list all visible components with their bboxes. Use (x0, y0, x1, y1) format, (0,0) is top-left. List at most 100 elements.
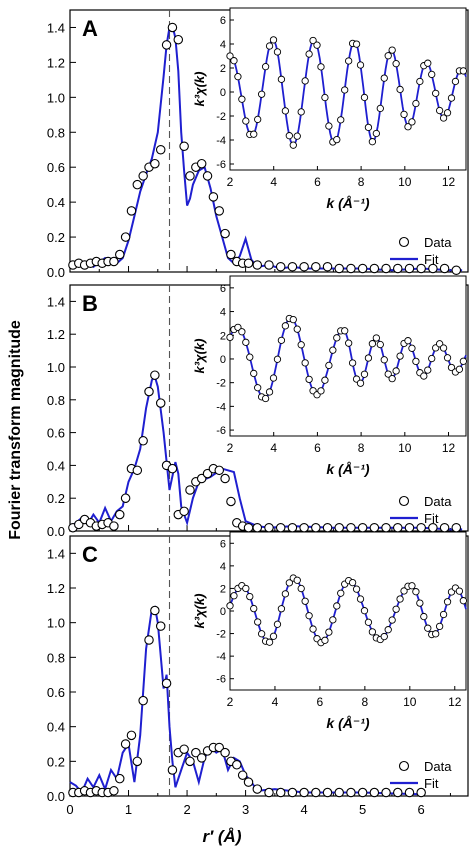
data-point (264, 260, 274, 270)
inset-data-point (246, 592, 254, 601)
data-point (155, 621, 166, 631)
data-point (179, 506, 189, 517)
inset-data-point (388, 46, 396, 54)
inset-data-point (348, 359, 357, 367)
inset-data-point (325, 628, 333, 636)
inset-data-point (325, 361, 333, 370)
data-point (161, 678, 172, 689)
inset-data-point (293, 576, 301, 584)
inset-xtick-label: 6 (314, 175, 321, 189)
data-point (132, 179, 143, 190)
inset-data-point (447, 94, 456, 102)
inset-data-point (345, 57, 353, 65)
inset-ytick-label: 4 (220, 39, 226, 51)
inset-data-point (269, 374, 278, 382)
inset-data-point (443, 354, 452, 362)
inset-xtick-label: 6 (314, 441, 321, 455)
data-point (115, 249, 125, 260)
inset-data-point (337, 589, 345, 597)
inset-data-point (246, 353, 254, 361)
inset-data-point (368, 628, 377, 636)
data-point (334, 263, 344, 274)
inset-data-point (297, 341, 305, 349)
inset-ytick-label: 0 (220, 87, 226, 99)
inset-data-point (408, 582, 416, 590)
inset-data-point (309, 625, 317, 633)
inset-data-point (439, 344, 448, 352)
inset-xlabel: k (Å⁻¹) (326, 461, 370, 477)
data-point (275, 522, 286, 533)
inset-data-point (341, 327, 349, 335)
data-point (311, 262, 321, 272)
inset-data-point (321, 376, 329, 384)
inset-data-point (420, 612, 428, 621)
inset-data-point (439, 610, 448, 619)
ytick-label: 1.4 (47, 294, 65, 309)
data-point (191, 747, 201, 758)
inset-frame (229, 531, 467, 691)
data-point (243, 777, 254, 787)
inset-data-point (459, 357, 468, 365)
data-point (334, 787, 344, 798)
legend-marker-data (398, 495, 410, 507)
inset-data-point (439, 114, 448, 122)
data-point (120, 739, 131, 749)
data-point (214, 742, 225, 753)
inset-ytick-label: -4 (216, 135, 226, 147)
data-point (451, 522, 462, 533)
ytick-label: 0.4 (47, 195, 65, 210)
inset-data-point (408, 118, 416, 126)
ytick-label: 0.4 (47, 720, 65, 735)
inset-data-point (234, 323, 242, 331)
inset-ytick-label: 2 (220, 330, 226, 342)
inset-data-point (309, 36, 317, 45)
inset-xtick-label: 4 (270, 441, 277, 455)
inset-frame (229, 275, 467, 437)
data-point (287, 522, 298, 533)
data-point (439, 522, 450, 533)
panel-letter: B (82, 291, 98, 316)
data-point (196, 158, 207, 169)
inset-data-point (424, 624, 432, 632)
inset-panel-b: -6 -4 -2 0 2 4 6 2 4 6 8 10 12 k (Å⁻¹) k³χ(k) (192, 275, 468, 477)
inset-data-point (364, 123, 373, 132)
inset-data-point (257, 630, 266, 638)
ytick-label: 1.4 (47, 20, 65, 35)
inset-data-point (412, 588, 420, 596)
inset-data-point (301, 597, 309, 605)
panels-group: 0.0 0.2 0.4 0.6 0.8 1.0 1.2 1.4 A Data Fit -6 -4 -2 0 2… (47, 7, 469, 817)
inset-ytick-label: -6 (216, 674, 226, 686)
inset-ytick-label: 0 (220, 606, 226, 618)
inset-data-point (242, 117, 250, 125)
inset-data-point (380, 356, 388, 364)
ytick-label: 1.4 (47, 546, 65, 561)
inset-data-point (305, 612, 313, 620)
ytick-label: 0.0 (47, 265, 65, 280)
inset-data-point (435, 622, 444, 631)
inset-data-point (321, 93, 329, 102)
inset-data-point (364, 618, 373, 626)
inset-data-point (364, 354, 373, 362)
inset-ytick-label: 2 (220, 63, 226, 75)
inset-data-point (226, 52, 234, 60)
inset-data-point (455, 365, 464, 373)
data-point (214, 465, 225, 476)
ytick-label: 0.4 (47, 458, 65, 473)
legend-label-data: Data (424, 235, 452, 250)
inset-data-point (412, 357, 420, 366)
data-point (214, 206, 225, 216)
inset-data-point (305, 50, 313, 58)
inset-data-point (360, 607, 369, 615)
data-point (357, 787, 368, 798)
inset-ytick-label: -4 (216, 651, 226, 663)
inset-data-point (333, 135, 341, 144)
inset-data-point (416, 77, 424, 86)
inset-data-point (261, 394, 270, 403)
data-point (299, 262, 309, 272)
inset-data-point (226, 602, 234, 610)
data-point (179, 141, 189, 151)
data-point (275, 262, 286, 272)
inset-data-point (345, 339, 353, 347)
data-point (369, 522, 380, 533)
data-point (226, 249, 236, 260)
